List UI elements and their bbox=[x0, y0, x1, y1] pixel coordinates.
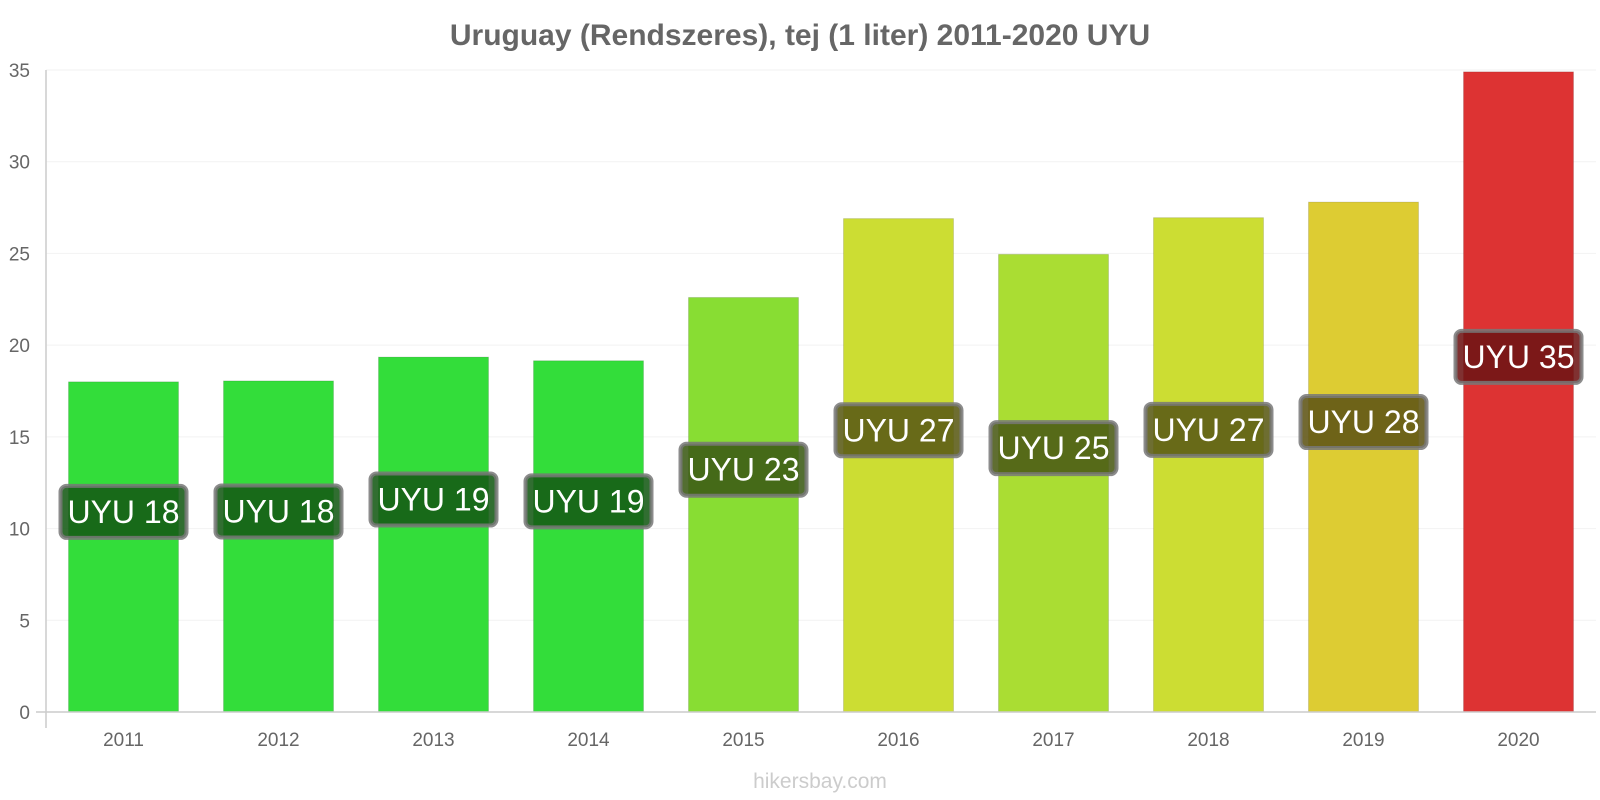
bar-2016 bbox=[843, 218, 954, 713]
source-credit: hikersbay.com bbox=[753, 770, 887, 793]
data-label: UYU 18 bbox=[67, 494, 179, 530]
data-label-box bbox=[1298, 394, 1429, 451]
x-axis-ticks: 2011 2012 2013 2014 2015 2016 2017 2018 2019 2020 bbox=[103, 730, 1540, 751]
x-tick-label: 2011 bbox=[103, 730, 144, 751]
data-label: UYU 18 bbox=[222, 493, 334, 529]
data-label: UYU 19 bbox=[377, 482, 489, 518]
bar-2012 bbox=[223, 380, 334, 713]
bar-2013 bbox=[378, 356, 489, 713]
bars bbox=[68, 71, 1574, 713]
y-tick-label: 30 bbox=[9, 153, 30, 174]
data-label: UYU 27 bbox=[842, 412, 954, 448]
data-label-box bbox=[58, 483, 189, 540]
y-tick-label: 35 bbox=[9, 61, 30, 82]
y-tick-label: 10 bbox=[9, 520, 30, 541]
y-tick-label: 0 bbox=[19, 703, 30, 724]
data-label-box bbox=[988, 420, 1119, 477]
y-axis-ticks: 0 5 10 15 20 25 30 35 bbox=[9, 61, 30, 724]
data-label: UYU 28 bbox=[1307, 404, 1419, 440]
y-tick-label: 20 bbox=[9, 336, 30, 357]
data-label-box bbox=[1453, 328, 1584, 385]
bar-2011 bbox=[68, 381, 179, 713]
data-label: UYU 19 bbox=[532, 483, 644, 519]
chart-title: Uruguay (Rendszeres), tej (1 liter) 2011… bbox=[450, 19, 1150, 52]
data-label: UYU 35 bbox=[1462, 339, 1574, 375]
data-labels: UYU 18 UYU 18 UYU 19 UYU 19 UYU 23 UYU 27 UYU … bbox=[58, 328, 1584, 540]
y-tick-label: 5 bbox=[19, 611, 30, 632]
bar-2019 bbox=[1308, 201, 1419, 713]
x-tick-label: 2014 bbox=[567, 730, 610, 751]
x-tick-label: 2020 bbox=[1497, 730, 1539, 751]
x-tick-label: 2013 bbox=[412, 730, 454, 751]
data-label: UYU 27 bbox=[1152, 412, 1264, 448]
data-label-box bbox=[833, 402, 964, 459]
data-label: UYU 23 bbox=[687, 452, 799, 488]
x-tick-label: 2016 bbox=[877, 730, 919, 751]
data-label-box bbox=[368, 471, 499, 528]
data-label-box bbox=[213, 483, 344, 540]
data-label-box bbox=[523, 473, 654, 530]
x-tick-label: 2018 bbox=[1187, 730, 1229, 751]
data-label-box bbox=[1143, 401, 1274, 458]
x-tick-label: 2015 bbox=[722, 730, 764, 751]
bar-2020 bbox=[1463, 71, 1574, 713]
x-tick-label: 2012 bbox=[257, 730, 299, 751]
x-tick-label: 2017 bbox=[1032, 730, 1074, 751]
data-label-box bbox=[678, 441, 809, 498]
y-tick-label: 15 bbox=[9, 428, 30, 449]
bar-2015 bbox=[688, 296, 799, 713]
x-tick-label: 2019 bbox=[1342, 730, 1384, 751]
data-label: UYU 25 bbox=[997, 430, 1109, 466]
bar-2018 bbox=[1153, 217, 1264, 713]
y-tick-label: 25 bbox=[9, 244, 30, 265]
bar-2017 bbox=[998, 253, 1109, 713]
bar-2014 bbox=[533, 360, 644, 713]
